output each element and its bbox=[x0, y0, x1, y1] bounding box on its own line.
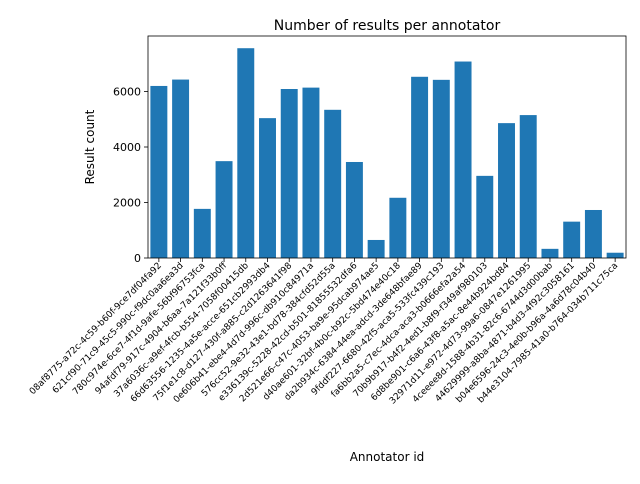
y-tick-label: 6000 bbox=[113, 86, 141, 99]
bar bbox=[302, 87, 320, 259]
bar bbox=[345, 161, 363, 258]
bar bbox=[215, 161, 233, 258]
bar bbox=[519, 115, 537, 258]
plot-frame bbox=[147, 35, 627, 259]
bar bbox=[280, 89, 298, 258]
bar bbox=[563, 221, 581, 258]
bar bbox=[541, 248, 559, 258]
y-tick-label: 4000 bbox=[113, 141, 141, 154]
bar bbox=[237, 48, 255, 259]
bar bbox=[259, 118, 276, 258]
y-axis-label: Result count bbox=[83, 109, 97, 184]
chart-title: Number of results per annotator bbox=[274, 18, 501, 34]
bar bbox=[150, 85, 168, 258]
y-tick-label: 2000 bbox=[113, 197, 141, 210]
x-axis-label: Annotator id bbox=[350, 450, 425, 464]
bar bbox=[389, 197, 407, 258]
bar bbox=[606, 252, 624, 258]
axes-box bbox=[147, 35, 627, 259]
bar bbox=[411, 76, 429, 258]
y-tick-label: 0 bbox=[134, 252, 141, 265]
bar bbox=[324, 109, 342, 258]
bar bbox=[193, 208, 211, 258]
bar bbox=[498, 123, 515, 258]
bar bbox=[172, 79, 190, 258]
bar bbox=[476, 175, 494, 258]
bar bbox=[454, 61, 472, 258]
bar bbox=[367, 239, 385, 258]
bar bbox=[432, 79, 450, 258]
bar bbox=[584, 209, 602, 258]
bars-group bbox=[150, 48, 624, 259]
y-axis: 0 2000 4000 6000 bbox=[113, 86, 148, 265]
x-axis: 08af8775-a72c-4c59-b60f-9ce7df04fa92621c… bbox=[28, 258, 620, 406]
